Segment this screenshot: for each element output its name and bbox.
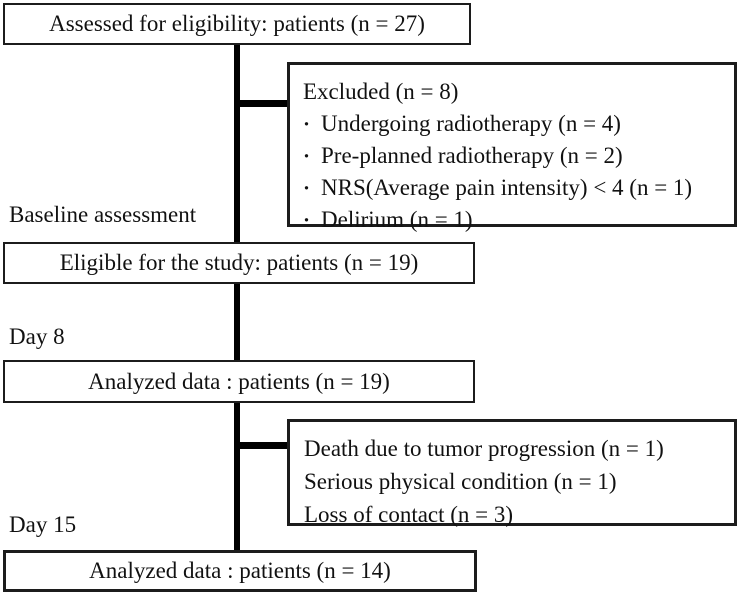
- excluded-item: Delirium (n = 1): [321, 207, 473, 232]
- box-dropout-reasons: Death due to tumor progression (n = 1) S…: [287, 419, 737, 527]
- excluded-title-row: Excluded (n = 8): [303, 76, 726, 108]
- excluded-item-row: · Pre-planned radiotherapy (n = 2): [303, 140, 726, 172]
- box-eligible: Eligible for the study: patients (n = 19…: [3, 242, 475, 284]
- dropout-item-row: Serious physical condition (n = 1): [304, 465, 726, 498]
- excluded-item-row: · NRS(Average pain intensity) < 4 (n = 1…: [303, 172, 726, 204]
- box-excluded: Excluded (n = 8) · Undergoing radiothera…: [287, 62, 737, 232]
- connector-spine-bottom: [234, 403, 240, 550]
- box-eligible-label: Eligible for the study: patients (n = 19…: [59, 250, 419, 276]
- excluded-item: Undergoing radiotherapy (n = 4): [321, 111, 621, 136]
- bullet-icon: ·: [303, 176, 311, 200]
- stage-label-baseline-assessment: Baseline assessment: [9, 202, 197, 227]
- box-analyzed-day15: Analyzed data : patients (n = 14): [3, 550, 477, 592]
- box-analyzed-day8-label: Analyzed data : patients (n = 19): [88, 368, 390, 394]
- dropout-item: Serious physical condition (n = 1): [304, 469, 617, 494]
- connector-spine-middle: [234, 284, 240, 360]
- dropout-item: Death due to tumor progression (n = 1): [304, 436, 664, 461]
- box-analyzed-day8: Analyzed data : patients (n = 19): [3, 360, 475, 403]
- excluded-item-row: · Undergoing radiotherapy (n = 4): [303, 108, 726, 140]
- box-assessed-eligibility: Assessed for eligibility: patients (n = …: [3, 3, 471, 45]
- connector-branch-dropout: [240, 442, 290, 449]
- bullet-icon: ·: [303, 208, 311, 232]
- dropout-item: Loss of contact (n = 3): [304, 502, 514, 527]
- excluded-item: Pre-planned radiotherapy (n = 2): [321, 143, 623, 168]
- box-analyzed-day15-label: Analyzed data : patients (n = 14): [89, 558, 391, 584]
- dropout-item-row: Death due to tumor progression (n = 1): [304, 432, 726, 465]
- excluded-title: Excluded (n = 8): [303, 79, 459, 104]
- excluded-item-row: · Delirium (n = 1): [303, 204, 726, 236]
- connector-branch-excluded: [240, 100, 290, 107]
- stage-label-day-15: Day 15: [9, 512, 77, 537]
- bullet-icon: ·: [303, 144, 311, 168]
- bullet-icon: ·: [303, 112, 311, 136]
- box-assessed-eligibility-label: Assessed for eligibility: patients (n = …: [49, 11, 425, 37]
- connector-spine-top: [234, 45, 240, 242]
- dropout-item-row: Loss of contact (n = 3): [304, 498, 726, 531]
- stage-label-day-8: Day 8: [9, 324, 65, 349]
- excluded-item: NRS(Average pain intensity) < 4 (n = 1): [321, 175, 693, 200]
